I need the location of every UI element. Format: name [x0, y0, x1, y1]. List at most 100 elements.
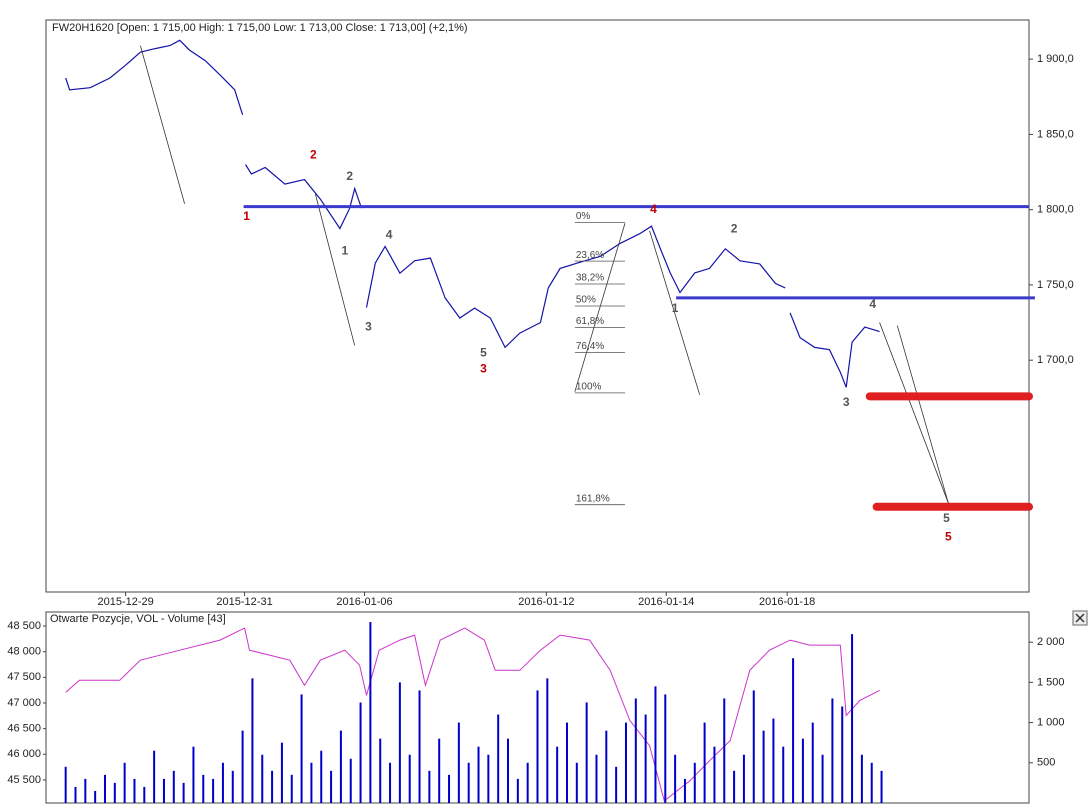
- chart-title: FW20H1620 [Open: 1 715,00 High: 1 715,00…: [52, 22, 468, 34]
- volume-bar: [733, 770, 736, 803]
- volume-bar: [575, 762, 578, 803]
- fib-label: 38,2%: [576, 273, 604, 284]
- volume-bar: [113, 782, 116, 803]
- volume-bar: [634, 698, 637, 803]
- volume-bar: [182, 782, 185, 803]
- x-tick-label: 2016-01-18: [759, 596, 815, 608]
- volume-bar: [693, 762, 696, 803]
- y-tick-label: 46 500: [7, 723, 41, 735]
- fib-label: 100%: [576, 381, 602, 392]
- volume-bar: [153, 750, 156, 803]
- volume-bar: [664, 694, 667, 803]
- volume-bar: [467, 762, 470, 803]
- y-tick-label: 1 850,0: [1037, 128, 1074, 140]
- volume-bar: [339, 730, 342, 803]
- volume-bar: [821, 754, 824, 803]
- volume-bar: [438, 738, 441, 803]
- volume-bar: [448, 774, 451, 803]
- volume-bar: [300, 694, 303, 803]
- volume-bar: [261, 754, 264, 803]
- wave-label: 4: [869, 297, 876, 311]
- volume-bar: [74, 786, 77, 803]
- wave-label: 3: [480, 361, 487, 375]
- volume-bar: [369, 622, 372, 803]
- wave-label: 5: [480, 345, 487, 359]
- fib-label: 76,4%: [576, 341, 604, 352]
- price-line: [65, 39, 880, 388]
- wave-label: 5: [945, 530, 952, 544]
- trend-line: [649, 230, 701, 395]
- volume-bar: [556, 746, 559, 803]
- y-tick-label: 47 000: [7, 697, 41, 709]
- close-button[interactable]: [1072, 610, 1088, 626]
- fib-label: 61,8%: [576, 316, 604, 327]
- volume-bar: [290, 774, 293, 803]
- volume-bar: [408, 754, 411, 803]
- panel-title: Otwarte Pozycje, VOL - Volume [43]: [50, 613, 226, 625]
- volume-bar: [516, 778, 519, 803]
- fib-label: 23,6%: [576, 250, 604, 261]
- volume-bar: [851, 634, 854, 803]
- volume-bar: [103, 774, 106, 803]
- volume-bar: [64, 766, 67, 803]
- y-tick-label: 1 750,0: [1037, 279, 1074, 291]
- volume-bar: [624, 722, 627, 803]
- volume-bar: [772, 718, 775, 803]
- volume-bar: [271, 770, 274, 803]
- x-tick-label: 2016-01-12: [518, 596, 574, 608]
- volume-bar: [310, 762, 313, 803]
- volume-bar: [320, 750, 323, 803]
- volume-bar: [123, 762, 126, 803]
- x-tick-label: 2016-01-14: [638, 596, 694, 608]
- volume-bar: [359, 702, 362, 803]
- volume-bar: [349, 758, 352, 803]
- y2-tick-label: 500: [1037, 757, 1055, 769]
- volume-bar: [477, 746, 480, 803]
- volume-bar: [703, 722, 706, 803]
- open-interest-line: [65, 627, 880, 802]
- volume-bar: [762, 730, 765, 803]
- wave-label: 3: [843, 395, 850, 409]
- y2-tick-label: 2 000: [1037, 636, 1065, 648]
- volume-bar: [811, 722, 814, 803]
- volume-bar: [133, 778, 136, 803]
- volume-bar: [280, 742, 283, 803]
- y-tick-label: 1 800,0: [1037, 204, 1074, 216]
- wave-label: 2: [731, 222, 738, 236]
- volume-bar: [880, 770, 883, 803]
- wave-label: 1: [243, 209, 250, 223]
- volume-bar: [565, 722, 568, 803]
- volume-bar: [192, 746, 195, 803]
- fib-label: 0%: [576, 211, 591, 222]
- volume-bar: [792, 658, 795, 803]
- volume-bar: [231, 770, 234, 803]
- volume-bar: [801, 738, 804, 803]
- close-icon[interactable]: [1075, 613, 1085, 623]
- volume-bar: [202, 774, 205, 803]
- volume-bar: [831, 698, 834, 803]
- x-tick-label: 2015-12-29: [97, 596, 153, 608]
- volume-bar: [398, 682, 401, 803]
- volume-bar: [251, 678, 254, 803]
- volume-bar: [723, 698, 726, 803]
- y-tick-label: 1 700,0: [1037, 354, 1074, 366]
- y2-tick-label: 1 000: [1037, 716, 1065, 728]
- volume-bar: [782, 746, 785, 803]
- volume-bar: [487, 754, 490, 803]
- volume-bar: [742, 754, 745, 803]
- volume-bar: [389, 762, 392, 803]
- volume-bar: [546, 678, 549, 803]
- volume-bar: [507, 738, 510, 803]
- volume-bar: [379, 738, 382, 803]
- volume-bar: [241, 730, 244, 803]
- volume-bar: [428, 770, 431, 803]
- volume-bar: [143, 786, 146, 803]
- volume-bar: [841, 706, 844, 803]
- volume-bar: [162, 778, 165, 803]
- y2-tick-label: 1 500: [1037, 676, 1065, 688]
- volume-bar: [654, 686, 657, 803]
- y-tick-label: 1 900,0: [1037, 53, 1074, 65]
- trend-line: [574, 223, 626, 392]
- wave-label: 1: [672, 301, 679, 315]
